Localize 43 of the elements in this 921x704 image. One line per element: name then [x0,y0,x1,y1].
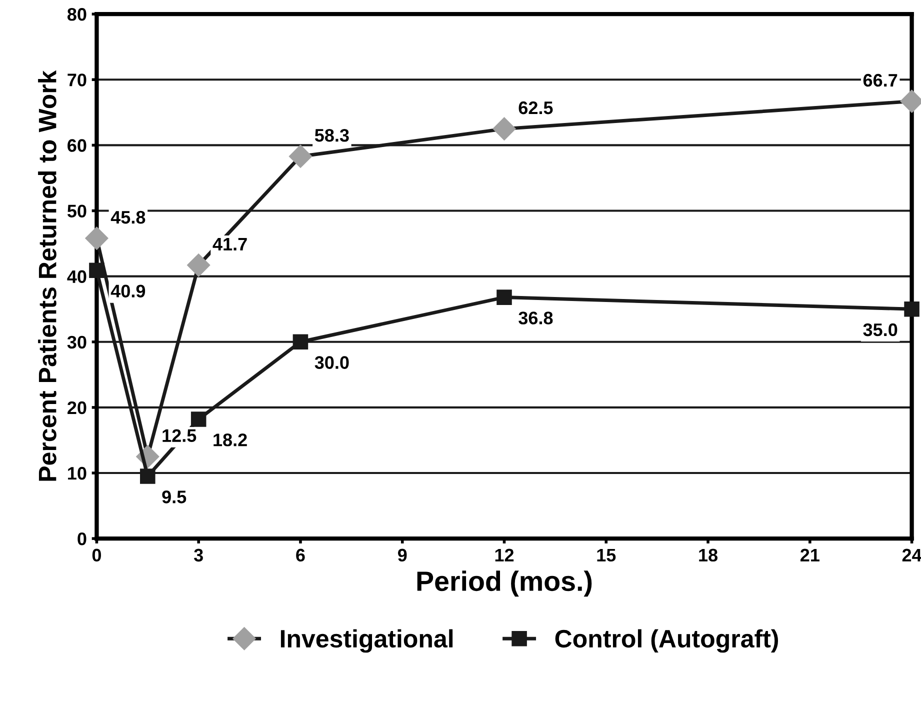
x-axis-title: Period (mos.) [417,570,592,597]
y-tick-label: 70 [68,74,86,86]
data-label: 35.0 [863,323,898,336]
data-label: 30.0 [314,356,349,369]
y-tick-label: 40 [67,270,86,284]
y-axis-title: Percent Patients Returned to Work [38,70,56,481]
y-tick-label: 60 [68,139,86,152]
point [496,290,512,305]
point [85,226,108,250]
data-label: 18.2 [214,434,247,446]
x-tick-label: 9 [398,548,407,562]
y-tick-label: 30 [67,336,86,349]
point [904,301,920,317]
point [492,117,516,140]
point [89,262,104,278]
x-tick-label: 12 [495,548,514,562]
data-label: 66.7 [863,74,898,87]
y-tick-label: 20 [68,401,86,414]
data-label: 40.9 [110,284,146,298]
data-label: 62.5 [518,101,553,114]
data-label: 12.5 [162,429,196,442]
point [292,334,308,350]
x-tick-label: 18 [699,548,718,562]
point [190,412,206,427]
data-label: 41.7 [212,238,247,250]
legend-label: Control (Autograft) [555,629,778,653]
y-tick-label: 10 [68,466,86,480]
data-label: 58.3 [314,128,349,142]
x-tick-label: 6 [296,548,305,562]
x-tick-label: 21 [800,548,820,562]
point [140,468,156,484]
data-label: 9.5 [162,490,186,504]
x-tick-label: 15 [597,548,616,562]
y-tick-label: 80 [67,8,86,21]
x-tick-label: 3 [194,548,203,562]
x-tick-label: 0 [92,548,101,562]
data-label: 45.8 [110,210,146,224]
point [187,254,210,277]
data-label: 36.8 [518,312,553,324]
y-tick-label: 0 [78,532,86,546]
point [288,144,312,168]
legend-label: Investigational [280,629,453,653]
y-tick-label: 50 [67,204,86,218]
